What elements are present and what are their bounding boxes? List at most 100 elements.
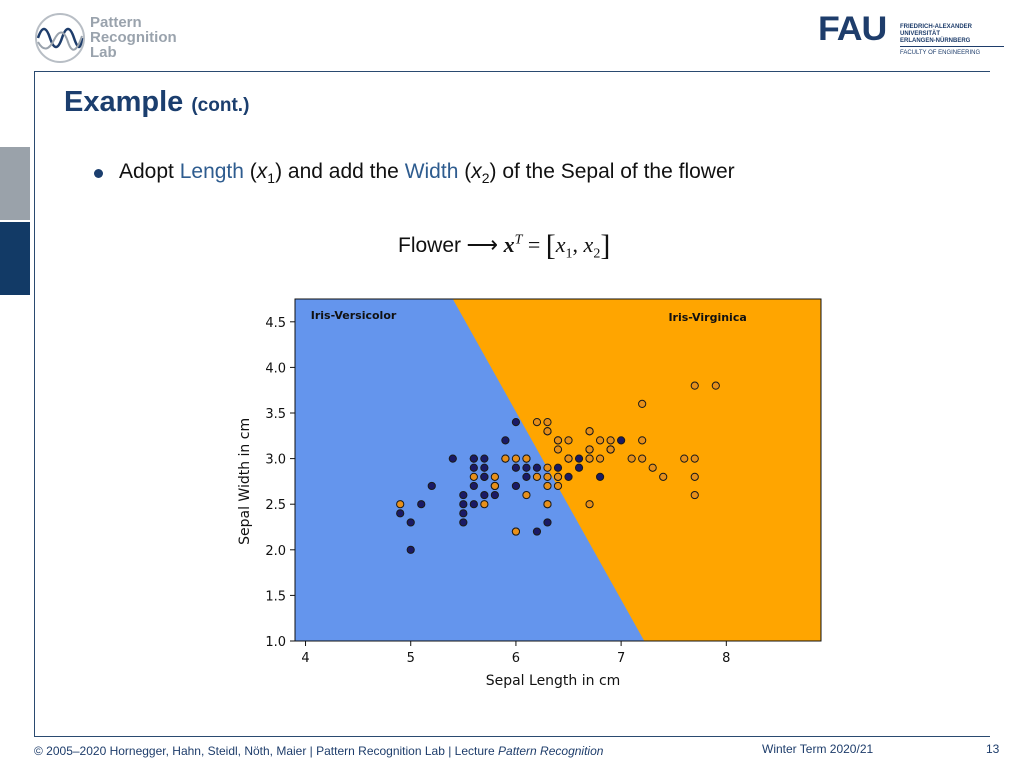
fau-university-name: FRIEDRICH-ALEXANDER UNIVERSITÄT ERLANGEN-N…	[900, 24, 972, 44]
point-versicolor	[480, 463, 489, 472]
point-virginica	[553, 481, 563, 491]
point-versicolor	[511, 463, 521, 472]
point-virginica	[543, 463, 552, 472]
point-versicolor	[480, 454, 489, 463]
x-tick-label: 7	[617, 651, 625, 666]
point-versicolor	[543, 518, 552, 527]
point-versicolor	[574, 463, 584, 472]
point-virginica	[490, 481, 499, 491]
x-tick-label: 5	[407, 651, 415, 666]
page-number: 13	[986, 742, 1000, 756]
y-tick-label: 1.0	[265, 635, 286, 650]
point-virginica	[659, 472, 668, 481]
point-versicolor	[469, 463, 478, 472]
x-tick-label: 4	[301, 651, 309, 666]
point-versicolor	[448, 454, 457, 463]
width-term: Width	[404, 160, 459, 183]
point-versicolor	[480, 472, 489, 481]
point-virginica	[522, 454, 531, 463]
point-versicolor	[459, 509, 468, 518]
point-virginica	[627, 454, 636, 463]
point-virginica	[553, 436, 563, 445]
bullet-dot	[94, 169, 103, 178]
point-virginica	[638, 399, 647, 408]
point-virginica	[543, 500, 552, 509]
point-versicolor	[511, 418, 521, 427]
point-virginica	[606, 436, 615, 445]
y-tick-label: 2.0	[265, 544, 286, 559]
slide-frame-bottom	[34, 736, 990, 737]
point-versicolor	[469, 500, 478, 509]
point-virginica	[585, 445, 594, 454]
point-virginica	[490, 472, 499, 481]
point-versicolor	[480, 490, 489, 500]
point-virginica	[680, 454, 689, 463]
point-versicolor	[522, 463, 531, 472]
point-virginica	[553, 445, 563, 454]
feature-vector-formula: Flower ⟶ xT = [x1, x2]	[398, 229, 611, 262]
x-axis-label: Sepal Length in cm	[486, 673, 621, 689]
fau-logo: FAU FRIEDRICH-ALEXANDER UNIVERSITÄT ERLANG…	[818, 10, 1004, 62]
point-versicolor	[574, 454, 584, 463]
point-versicolor	[553, 463, 563, 472]
point-virginica	[595, 436, 605, 445]
footer-lecture-title: Pattern Recognition	[498, 744, 604, 758]
y-tick-label: 1.5	[265, 589, 286, 604]
point-versicolor	[532, 463, 542, 472]
point-versicolor	[427, 481, 436, 491]
point-versicolor	[532, 527, 542, 536]
point-versicolor	[459, 490, 468, 500]
point-virginica	[469, 472, 478, 481]
point-virginica	[585, 454, 594, 463]
point-virginica	[501, 454, 510, 463]
point-virginica	[543, 481, 552, 491]
fau-faculty: FACULTY OF ENGINEERING	[900, 50, 981, 56]
fau-wordmark: FAU	[818, 10, 887, 48]
point-versicolor	[595, 472, 605, 481]
sepal-scatter-plot: Iris-Versicolor Iris-Virginica 4 5 6 7 8 1.0 1.5…	[237, 298, 822, 689]
pattern-recognition-lab-logo: Pattern Recognition Lab	[34, 12, 194, 68]
region-label-virginica: Iris-Virginica	[668, 311, 746, 324]
region-versicolor	[295, 299, 645, 641]
x-tick-label: 6	[512, 651, 520, 666]
point-virginica	[543, 472, 552, 481]
point-versicolor	[417, 500, 426, 509]
point-versicolor	[501, 436, 510, 445]
y-tick-label: 4.0	[265, 361, 286, 376]
y-tick-label: 3.5	[265, 407, 286, 422]
x-tick-label: 8	[722, 651, 730, 666]
point-versicolor	[406, 545, 415, 554]
point-virginica	[585, 500, 594, 509]
footer-copyright: © 2005–2020 Hornegger, Hahn, Steidl, Nöt…	[34, 744, 604, 758]
length-term: Length	[179, 160, 244, 183]
point-virginica	[511, 454, 521, 463]
y-axis-label: Sepal Width in cm	[237, 418, 253, 545]
point-virginica	[480, 500, 489, 509]
lab-logo-text: Pattern Recognition Lab	[90, 14, 177, 61]
point-virginica	[711, 381, 720, 390]
point-versicolor	[459, 500, 468, 509]
point-virginica	[396, 500, 405, 509]
point-versicolor	[469, 454, 478, 463]
point-virginica	[532, 472, 542, 481]
point-versicolor	[459, 518, 468, 527]
point-versicolor	[396, 509, 405, 518]
slide-title: Example (cont.)	[64, 86, 249, 119]
point-virginica	[532, 418, 542, 427]
point-virginica	[595, 454, 605, 463]
lab-logo-icon	[35, 13, 85, 63]
point-versicolor	[490, 490, 499, 500]
slide-frame-top	[34, 71, 990, 72]
point-virginica	[690, 454, 699, 463]
slide-frame-left	[34, 71, 35, 737]
title-suffix: (cont.)	[191, 95, 250, 116]
point-virginica	[606, 445, 615, 454]
point-virginica	[511, 527, 521, 536]
y-tick-label: 3.0	[265, 453, 286, 468]
point-versicolor	[469, 481, 478, 491]
footer-term: Winter Term 2020/21	[762, 742, 874, 756]
region-label-versicolor: Iris-Versicolor	[311, 309, 397, 322]
point-virginica	[522, 490, 531, 500]
side-tab-gray	[0, 147, 30, 220]
point-virginica	[690, 381, 699, 390]
